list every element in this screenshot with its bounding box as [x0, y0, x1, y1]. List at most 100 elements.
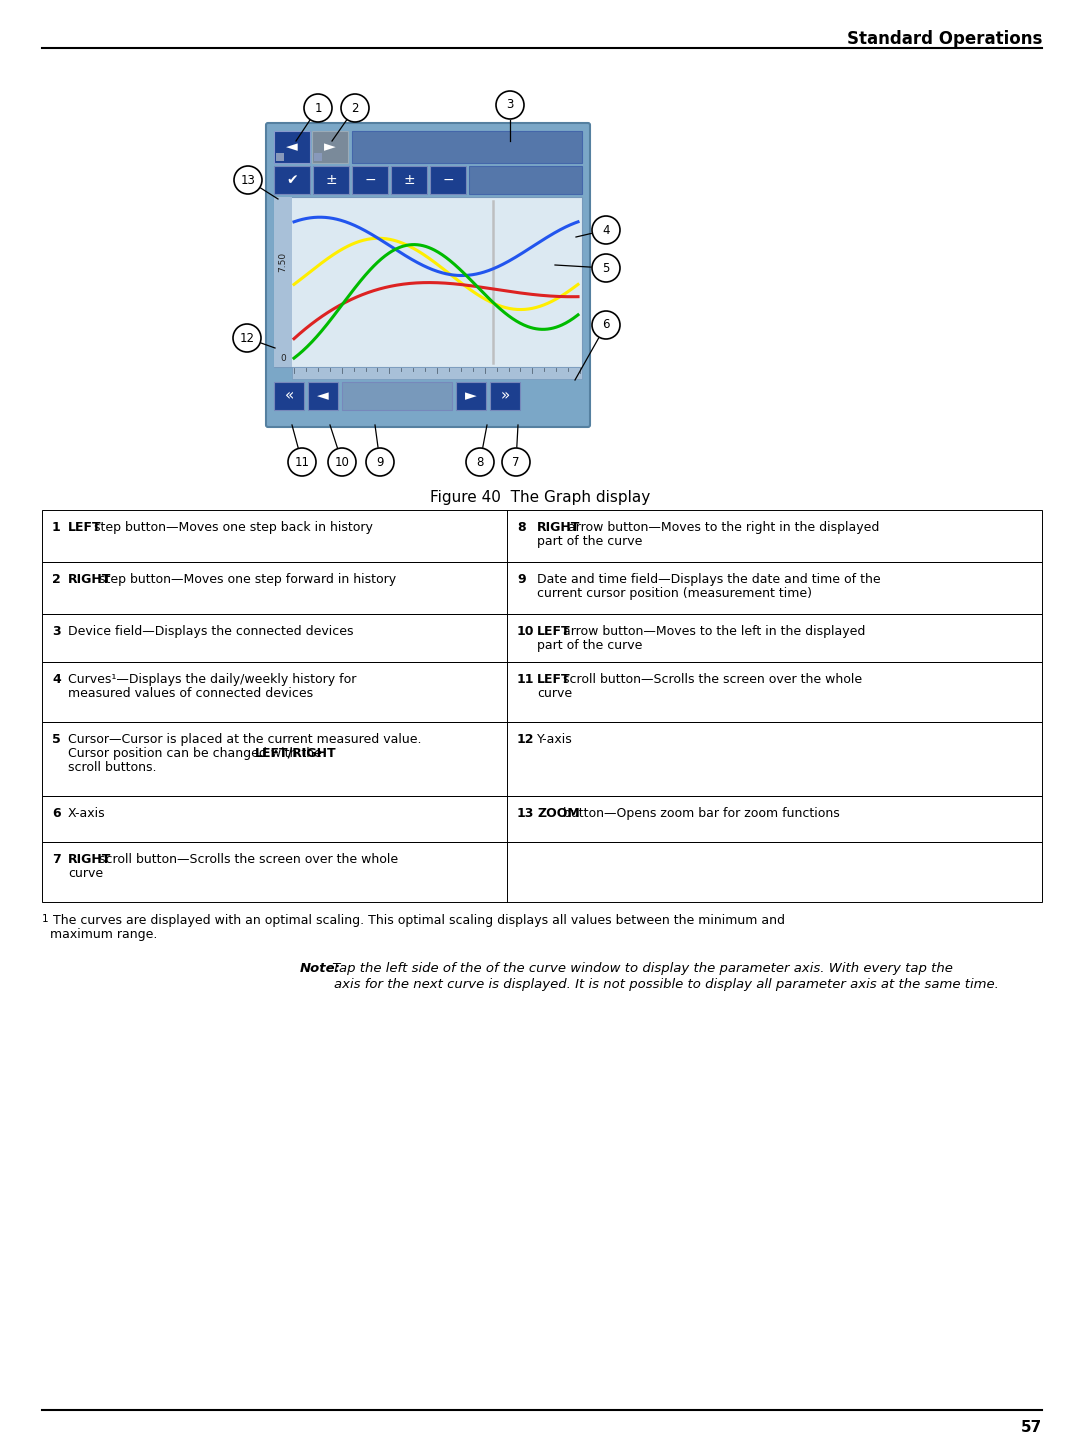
- Bar: [314, 152, 322, 161]
- Text: current cursor position (measurement time): current cursor position (measurement tim…: [537, 586, 812, 601]
- Bar: [456, 382, 486, 410]
- Text: ►: ►: [324, 139, 336, 155]
- Text: ◄: ◄: [286, 139, 298, 155]
- Text: Date and time field—Displays the date and time of the: Date and time field—Displays the date an…: [537, 573, 880, 586]
- Text: 7.50: 7.50: [279, 251, 287, 272]
- Bar: [42, 662, 1042, 721]
- Text: »: »: [500, 388, 510, 404]
- Text: 6: 6: [603, 319, 610, 332]
- Text: step button—Moves one step back in history: step button—Moves one step back in histo…: [90, 522, 373, 535]
- Text: Tap the left side of the of the curve window to display the parameter axis. With: Tap the left side of the of the curve wi…: [328, 961, 954, 974]
- Text: measured values of connected devices: measured values of connected devices: [68, 687, 313, 700]
- Text: 12: 12: [517, 733, 535, 746]
- Text: 6: 6: [52, 808, 60, 821]
- Bar: [391, 167, 427, 194]
- FancyBboxPatch shape: [266, 124, 590, 427]
- Text: 2: 2: [351, 102, 359, 115]
- Bar: [274, 197, 292, 366]
- Text: axis for the next curve is displayed. It is not possible to display all paramete: axis for the next curve is displayed. It…: [334, 979, 999, 992]
- Text: scroll buttons.: scroll buttons.: [68, 762, 157, 775]
- Text: Cursor position can be changed with the: Cursor position can be changed with the: [68, 747, 326, 760]
- Text: ✔: ✔: [286, 172, 298, 187]
- Text: 5: 5: [52, 733, 60, 746]
- Bar: [274, 197, 582, 366]
- Text: 7: 7: [52, 854, 60, 867]
- Text: arrow button—Moves to the left in the displayed: arrow button—Moves to the left in the di…: [558, 625, 865, 638]
- Text: LEFT: LEFT: [68, 522, 102, 535]
- Text: 10: 10: [517, 625, 535, 638]
- Bar: [42, 562, 1042, 614]
- Text: X-axis: X-axis: [68, 808, 106, 821]
- Text: maximum range.: maximum range.: [42, 928, 158, 941]
- Bar: [342, 382, 453, 410]
- Text: LEFT: LEFT: [537, 625, 570, 638]
- Text: button—Opens zoom bar for zoom functions: button—Opens zoom bar for zoom functions: [558, 808, 839, 821]
- Text: 8: 8: [476, 456, 484, 468]
- Text: 11: 11: [517, 673, 535, 685]
- Text: 3: 3: [52, 625, 60, 638]
- Text: Curves¹—Displays the daily/weekly history for: Curves¹—Displays the daily/weekly histor…: [68, 673, 356, 685]
- Bar: [42, 721, 1042, 796]
- Text: ZOOM: ZOOM: [537, 808, 580, 821]
- Text: LEFT: LEFT: [537, 673, 570, 685]
- Bar: [276, 152, 284, 161]
- Text: «: «: [284, 388, 294, 404]
- Bar: [274, 131, 310, 162]
- Text: Cursor—Cursor is placed at the current measured value.: Cursor—Cursor is placed at the current m…: [68, 733, 421, 746]
- Bar: [42, 796, 1042, 842]
- Bar: [292, 366, 582, 379]
- Text: scroll button—Scrolls the screen over the whole: scroll button—Scrolls the screen over th…: [95, 854, 399, 867]
- Text: 11: 11: [295, 456, 310, 468]
- Text: arrow button—Moves to the right in the displayed: arrow button—Moves to the right in the d…: [564, 522, 879, 535]
- Text: 1: 1: [42, 914, 49, 924]
- Text: 5: 5: [603, 262, 610, 274]
- Bar: [308, 382, 338, 410]
- Text: 57: 57: [1021, 1420, 1042, 1436]
- Text: Y-axis: Y-axis: [537, 733, 572, 746]
- Bar: [42, 614, 1042, 662]
- Text: Figure 40  The Graph display: Figure 40 The Graph display: [430, 490, 650, 504]
- Text: 12: 12: [240, 332, 255, 345]
- Text: Device field—Displays the connected devices: Device field—Displays the connected devi…: [68, 625, 353, 638]
- Bar: [352, 167, 388, 194]
- Text: 1: 1: [52, 522, 60, 535]
- Text: 4: 4: [52, 673, 60, 685]
- Text: 1: 1: [314, 102, 322, 115]
- Bar: [274, 382, 303, 410]
- Text: 13: 13: [241, 174, 256, 187]
- Bar: [313, 167, 349, 194]
- Text: 9: 9: [376, 456, 383, 468]
- Bar: [274, 167, 310, 194]
- Text: curve: curve: [68, 867, 103, 879]
- Text: −: −: [364, 172, 376, 187]
- Text: 2: 2: [52, 573, 60, 586]
- Text: 0: 0: [280, 354, 286, 364]
- Text: −: −: [442, 172, 454, 187]
- Text: 8: 8: [517, 522, 526, 535]
- Text: RIGHT: RIGHT: [68, 854, 111, 867]
- Text: Note:: Note:: [300, 961, 341, 974]
- Text: 4: 4: [603, 224, 610, 237]
- Text: scroll button—Scrolls the screen over the whole: scroll button—Scrolls the screen over th…: [558, 673, 862, 685]
- Bar: [490, 382, 519, 410]
- Text: 10: 10: [335, 456, 350, 468]
- Text: part of the curve: part of the curve: [537, 639, 643, 652]
- Text: ±: ±: [325, 172, 337, 187]
- Text: curve: curve: [537, 687, 572, 700]
- Text: 7: 7: [512, 456, 519, 468]
- Text: 9: 9: [517, 573, 526, 586]
- Bar: [312, 131, 348, 162]
- Text: ►: ►: [465, 388, 477, 404]
- Text: Standard Operations: Standard Operations: [847, 30, 1042, 47]
- Bar: [430, 167, 465, 194]
- Text: RIGHT: RIGHT: [68, 573, 111, 586]
- Text: part of the curve: part of the curve: [537, 535, 643, 547]
- Bar: [42, 842, 1042, 902]
- Bar: [469, 167, 582, 194]
- Bar: [352, 131, 582, 162]
- Text: 3: 3: [507, 99, 514, 112]
- Text: step button—Moves one step forward in history: step button—Moves one step forward in hi…: [95, 573, 396, 586]
- Text: RIGHT: RIGHT: [537, 522, 580, 535]
- Text: LEFT/RIGHT: LEFT/RIGHT: [255, 747, 337, 760]
- Bar: [42, 510, 1042, 562]
